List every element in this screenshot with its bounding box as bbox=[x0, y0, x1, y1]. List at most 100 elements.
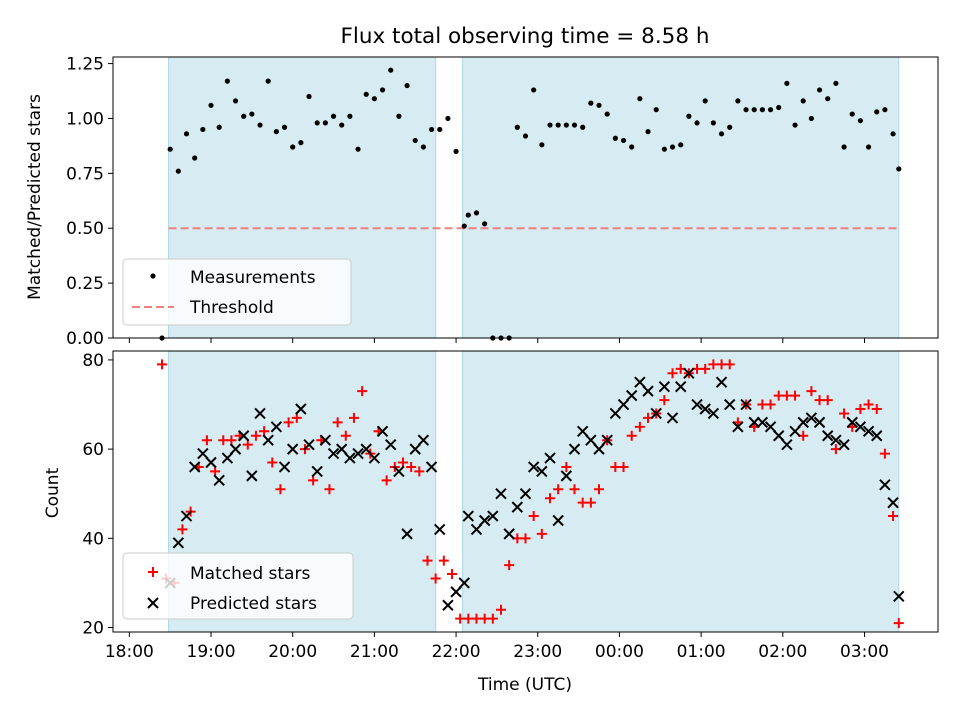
predicted-star-point bbox=[478, 514, 491, 527]
predicted-star-point bbox=[270, 421, 283, 433]
measurement-point bbox=[833, 80, 839, 86]
measurement-point bbox=[241, 113, 247, 119]
measurement-point bbox=[388, 67, 394, 73]
measurement-point bbox=[661, 146, 667, 152]
matched-star-point bbox=[275, 484, 286, 495]
measurement-point bbox=[175, 168, 181, 174]
measurement-point bbox=[555, 122, 561, 128]
predicted-star-point bbox=[862, 425, 875, 437]
bottom-y-tick-label: 20 bbox=[82, 619, 104, 639]
measurement-point bbox=[265, 78, 271, 84]
predicted-star-point bbox=[385, 438, 397, 451]
matched-star-point bbox=[839, 408, 850, 419]
predicted-star-point bbox=[336, 443, 348, 455]
measurement-point bbox=[208, 102, 214, 108]
matched-star-point bbox=[504, 560, 515, 571]
matched-star-point bbox=[863, 399, 874, 410]
measurement-point bbox=[461, 223, 467, 229]
predicted-star-point bbox=[393, 465, 405, 478]
measurement-point bbox=[727, 124, 733, 130]
measurement-point bbox=[629, 144, 635, 150]
matched-star-point bbox=[495, 604, 506, 615]
predicted-star-point bbox=[699, 403, 711, 415]
matched-star-point bbox=[888, 511, 899, 522]
predicted-star-point bbox=[462, 510, 475, 522]
predicted-star-point bbox=[221, 452, 234, 464]
predicted-star-point bbox=[368, 452, 381, 464]
bottom-x-tick-label: 21:00 bbox=[350, 642, 399, 662]
matched-star-point bbox=[724, 359, 735, 370]
bottom-x-tick-label: 01:00 bbox=[677, 642, 726, 662]
measurement-point bbox=[890, 131, 896, 137]
matched-star-point bbox=[659, 395, 670, 406]
matched-star-point bbox=[871, 403, 882, 414]
predicted-star-point bbox=[691, 398, 703, 411]
bottom-x-tick-label: 23:00 bbox=[513, 642, 562, 662]
predicted-star-point bbox=[450, 586, 462, 598]
top-legend: Measurements Threshold bbox=[122, 258, 352, 326]
measurement-point bbox=[874, 109, 880, 115]
legend-threshold-label: Threshold bbox=[189, 298, 274, 318]
predicted-star-point bbox=[172, 537, 185, 549]
predicted-star-point bbox=[674, 380, 687, 393]
predicted-star-point bbox=[213, 474, 225, 487]
measurement-point bbox=[792, 122, 798, 128]
predicted-star-point bbox=[748, 416, 760, 429]
predicted-star-point bbox=[683, 367, 695, 380]
measurement-point bbox=[522, 133, 529, 139]
measurement-point bbox=[702, 98, 708, 104]
measurement-point bbox=[825, 96, 831, 102]
measurement-point bbox=[371, 96, 377, 102]
matched-star-point bbox=[569, 484, 580, 495]
bottom-y-tick-label: 80 bbox=[82, 351, 104, 371]
predicted-star-point bbox=[658, 380, 671, 393]
predicted-star-point bbox=[246, 470, 258, 482]
predicted-star-point bbox=[503, 528, 515, 540]
matched-star-point bbox=[283, 417, 294, 428]
measurement-point bbox=[588, 100, 594, 106]
matched-star-point bbox=[177, 524, 188, 535]
measurement-point bbox=[482, 221, 488, 227]
predicted-star-point bbox=[822, 430, 834, 442]
measurement-point bbox=[800, 98, 806, 104]
measurement-point bbox=[563, 122, 569, 128]
measurement-point bbox=[776, 104, 782, 111]
predicted-star-point bbox=[442, 599, 454, 611]
predicted-star-point bbox=[425, 461, 438, 473]
predicted-star-point bbox=[237, 430, 250, 442]
predicted-star-point bbox=[893, 590, 905, 603]
predicted-star-point bbox=[327, 447, 340, 460]
predicted-star-point bbox=[838, 438, 850, 451]
measurement-point bbox=[347, 113, 353, 119]
measurement-point bbox=[620, 137, 627, 144]
predicted-star-point bbox=[180, 510, 193, 522]
predicted-star-point bbox=[527, 461, 540, 473]
predicted-star-point bbox=[666, 412, 679, 424]
measurement-point bbox=[849, 111, 855, 117]
top-y-tick-label: 1.00 bbox=[66, 109, 104, 129]
measurement-point bbox=[539, 142, 545, 148]
top-y-tick-label: 0.25 bbox=[66, 274, 104, 294]
matched-star-point bbox=[308, 475, 319, 486]
top-y-tick-label: 0.75 bbox=[66, 164, 104, 184]
count-panel: 20 40 60 80 18:00 19:00 20:00 21:00 22:00 23:00 00… bbox=[82, 350, 939, 662]
predicted-star-point bbox=[229, 443, 242, 455]
predicted-star-point bbox=[409, 443, 421, 455]
matched-star-point bbox=[291, 412, 302, 423]
legend-measurements-label: Measurements bbox=[190, 268, 316, 288]
predicted-star-point bbox=[797, 416, 809, 429]
measurement-point bbox=[896, 166, 902, 172]
predicted-star-point bbox=[732, 421, 744, 433]
measurement-point bbox=[232, 98, 239, 104]
bottom-y-axis-label: Count bbox=[43, 467, 63, 518]
matched-star-point bbox=[267, 457, 278, 468]
measurement-point bbox=[710, 120, 716, 126]
measurement-point bbox=[547, 122, 553, 128]
measurement-point bbox=[167, 146, 173, 152]
bottom-x-tick-label: 03:00 bbox=[840, 642, 889, 662]
measurement-point bbox=[183, 131, 190, 137]
measurement-point bbox=[465, 212, 471, 218]
measurement-point bbox=[857, 118, 864, 124]
measurement-point bbox=[281, 124, 288, 130]
